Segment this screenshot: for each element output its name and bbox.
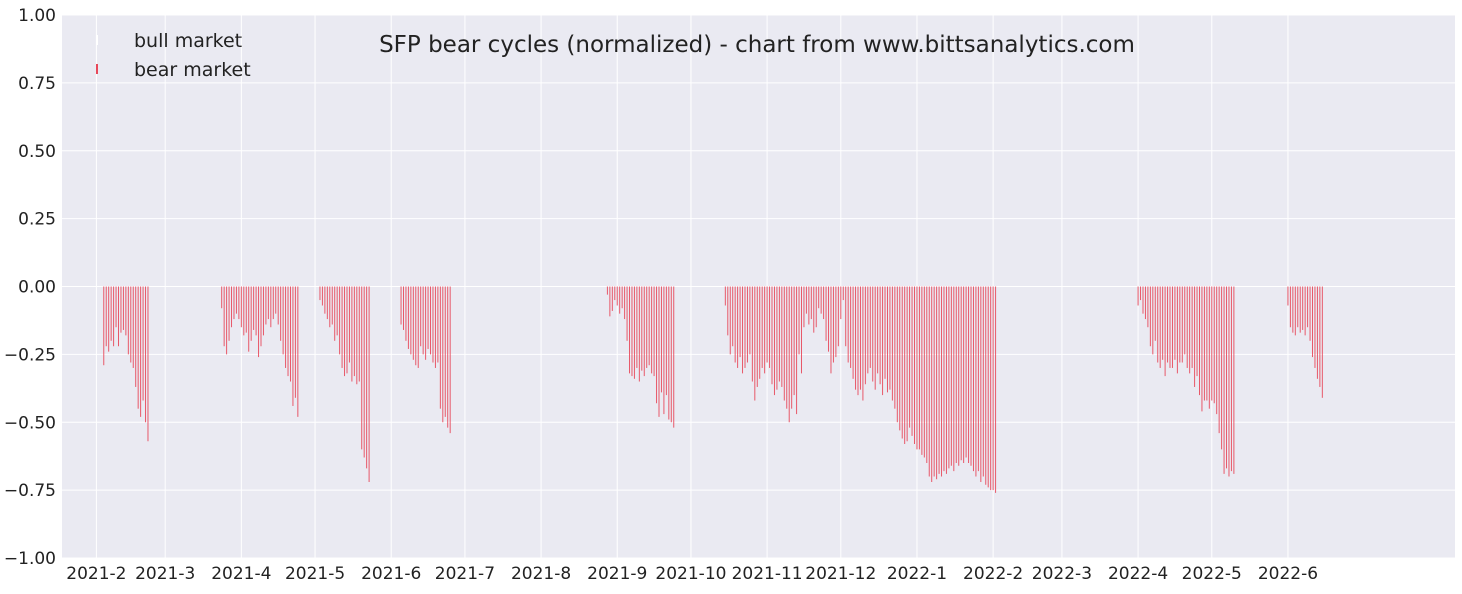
x-tick-label: 2022-6 bbox=[1258, 564, 1318, 584]
y-tick-label: −0.50 bbox=[4, 413, 56, 433]
x-tick-label: 2021-12 bbox=[805, 564, 876, 584]
y-axis: −1.00 −0.75 −0.50 −0.25 0.00 0.25 0.50 0.75 1.00 bbox=[4, 6, 56, 569]
x-tick-label: 2021-3 bbox=[135, 564, 195, 584]
legend: bull market bear market bbox=[96, 30, 251, 81]
bars bbox=[103, 286, 1323, 493]
y-tick-label: 0.00 bbox=[18, 278, 56, 298]
x-tick-label: 2022-5 bbox=[1182, 564, 1242, 584]
legend-label: bear market bbox=[134, 59, 251, 81]
x-tick-label: 2021-4 bbox=[211, 564, 271, 584]
y-tick-label: 0.75 bbox=[18, 74, 56, 94]
legend-label: bull market bbox=[134, 30, 242, 52]
x-tick-label: 2021-11 bbox=[732, 564, 803, 584]
x-tick-label: 2022-1 bbox=[887, 564, 947, 584]
y-tick-label: −0.25 bbox=[4, 345, 56, 365]
x-tick-label: 2022-2 bbox=[963, 564, 1023, 584]
y-tick-label: −1.00 bbox=[4, 549, 56, 569]
y-tick-label: 0.50 bbox=[18, 142, 56, 162]
x-tick-label: 2021-7 bbox=[435, 564, 495, 584]
x-tick-label: 2021-6 bbox=[361, 564, 421, 584]
x-tick-label: 2021-8 bbox=[511, 564, 571, 584]
y-tick-label: 1.00 bbox=[18, 6, 56, 26]
x-tick-label: 2021-9 bbox=[587, 564, 647, 584]
x-tick-label: 2022-4 bbox=[1108, 564, 1168, 584]
x-tick-label: 2022-3 bbox=[1032, 564, 1092, 584]
y-tick-label: −0.75 bbox=[4, 481, 56, 501]
chart-title: SFP bear cycles (normalized) - chart fro… bbox=[379, 32, 1135, 58]
x-tick-label: 2021-5 bbox=[285, 564, 345, 584]
y-tick-label: 0.25 bbox=[18, 210, 56, 230]
x-tick-label: 2021-10 bbox=[655, 564, 726, 584]
x-tick-label: 2021-2 bbox=[66, 564, 126, 584]
x-axis: 2021-2 2021-3 2021-4 2021-5 2021-6 2021-7 2021… bbox=[66, 564, 1318, 584]
